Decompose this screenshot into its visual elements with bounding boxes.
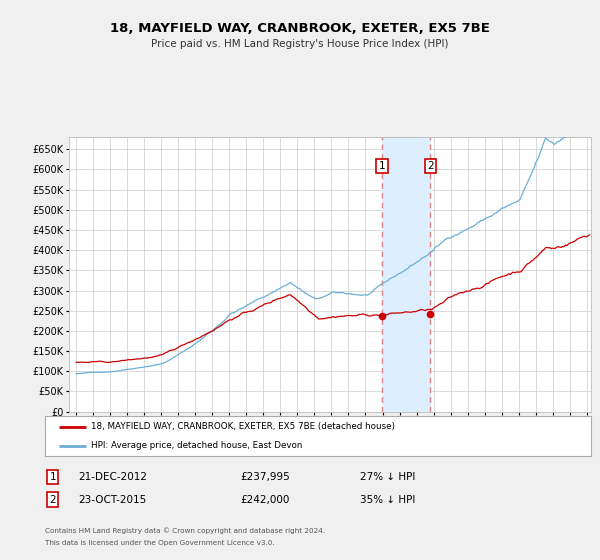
Text: £237,995: £237,995 bbox=[240, 472, 290, 482]
Text: 2: 2 bbox=[49, 494, 56, 505]
Text: 2: 2 bbox=[427, 161, 434, 171]
Text: Contains HM Land Registry data © Crown copyright and database right 2024.: Contains HM Land Registry data © Crown c… bbox=[45, 528, 325, 534]
Text: HPI: Average price, detached house, East Devon: HPI: Average price, detached house, East… bbox=[91, 441, 303, 450]
Bar bbox=[382, 137, 430, 412]
Text: 1: 1 bbox=[49, 472, 56, 482]
Text: 23-OCT-2015: 23-OCT-2015 bbox=[78, 494, 146, 505]
Text: 1: 1 bbox=[379, 161, 385, 171]
Text: 27% ↓ HPI: 27% ↓ HPI bbox=[360, 472, 415, 482]
Text: Price paid vs. HM Land Registry's House Price Index (HPI): Price paid vs. HM Land Registry's House … bbox=[151, 39, 449, 49]
Text: 35% ↓ HPI: 35% ↓ HPI bbox=[360, 494, 415, 505]
Text: 21-DEC-2012: 21-DEC-2012 bbox=[78, 472, 147, 482]
Text: 18, MAYFIELD WAY, CRANBROOK, EXETER, EX5 7BE: 18, MAYFIELD WAY, CRANBROOK, EXETER, EX5… bbox=[110, 22, 490, 35]
Text: £242,000: £242,000 bbox=[240, 494, 289, 505]
Text: 18, MAYFIELD WAY, CRANBROOK, EXETER, EX5 7BE (detached house): 18, MAYFIELD WAY, CRANBROOK, EXETER, EX5… bbox=[91, 422, 395, 431]
Text: This data is licensed under the Open Government Licence v3.0.: This data is licensed under the Open Gov… bbox=[45, 540, 275, 546]
